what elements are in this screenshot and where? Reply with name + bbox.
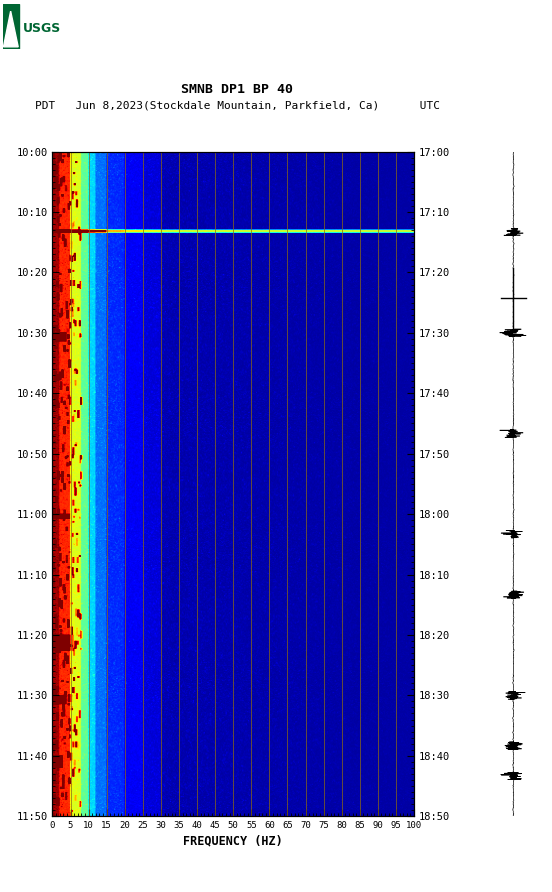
Bar (3, 4, 19, 49)
X-axis label: FREQUENCY (HZ): FREQUENCY (HZ) (183, 834, 283, 847)
Polygon shape (3, 12, 18, 47)
Text: PDT   Jun 8,2023(Stockdale Mountain, Parkfield, Ca)      UTC: PDT Jun 8,2023(Stockdale Mountain, Parkf… (35, 100, 440, 111)
Text: USGS: USGS (23, 22, 61, 36)
Text: SMNB DP1 BP 40: SMNB DP1 BP 40 (182, 83, 293, 95)
